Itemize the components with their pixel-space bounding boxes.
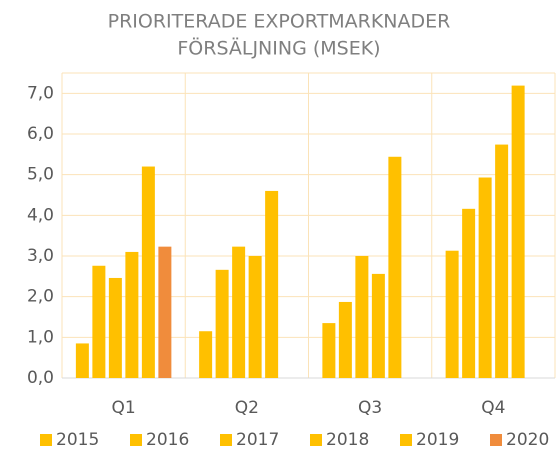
chart-title: PRIORITERADE EXPORTMARKNADER <box>108 11 451 33</box>
legend-swatch <box>490 434 502 446</box>
legend-swatch <box>130 434 142 446</box>
legend-swatch <box>310 434 322 446</box>
legend-label: 2015 <box>56 430 99 450</box>
legend-swatch <box>220 434 232 446</box>
bar <box>462 208 476 378</box>
bar <box>248 256 262 378</box>
bar <box>478 177 492 378</box>
bar <box>265 190 279 378</box>
bar <box>141 166 155 378</box>
legend-swatch <box>40 434 52 446</box>
bar <box>199 331 213 378</box>
bar <box>322 323 336 378</box>
y-tick-label: 5,0 <box>27 165 54 185</box>
bar <box>495 144 509 378</box>
bar <box>92 265 106 378</box>
x-tick-label: Q4 <box>481 398 505 418</box>
y-tick-label: 7,0 <box>27 83 54 103</box>
bar <box>125 251 139 378</box>
y-tick-label: 3,0 <box>27 246 54 266</box>
legend-label: 2018 <box>326 430 369 450</box>
y-tick-label: 0,0 <box>27 368 54 388</box>
y-tick-label: 6,0 <box>27 124 54 144</box>
x-tick-label: Q1 <box>112 398 136 418</box>
legend-label: 2020 <box>506 430 549 450</box>
bar <box>445 250 459 378</box>
bar <box>108 277 122 378</box>
legend-swatch <box>400 434 412 446</box>
bar <box>355 256 369 378</box>
y-tick-label: 2,0 <box>27 287 54 307</box>
x-tick-label: Q2 <box>235 398 259 418</box>
bar <box>215 269 229 378</box>
bar <box>232 246 246 378</box>
bar <box>388 156 402 378</box>
y-tick-label: 4,0 <box>27 205 54 225</box>
legend-label: 2016 <box>146 430 189 450</box>
chart-subtitle: FÖRSÄLJNING (MSEK) <box>177 37 380 60</box>
bar <box>338 301 352 378</box>
bar <box>158 246 172 378</box>
bar <box>371 273 385 378</box>
x-tick-label: Q3 <box>358 398 382 418</box>
y-tick-label: 1,0 <box>27 327 54 347</box>
bar <box>75 343 89 378</box>
legend-label: 2017 <box>236 430 279 450</box>
legend-label: 2019 <box>416 430 459 450</box>
bar <box>511 85 525 379</box>
